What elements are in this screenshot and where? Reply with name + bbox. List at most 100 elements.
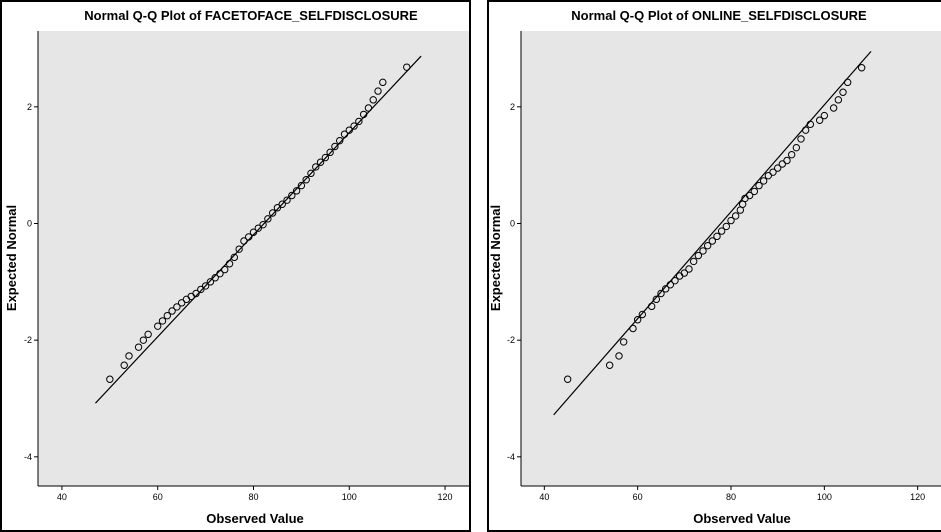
data-point: [206, 278, 215, 286]
data-point: [106, 375, 114, 383]
qq-plot-panel-online: Normal Q-Q Plot of ONLINE_SELFDISCLOSURE…: [487, 0, 941, 532]
data-point: [764, 171, 773, 180]
data-point: [283, 196, 291, 204]
x-tick-label: 120: [910, 492, 925, 502]
y-tick-label: 2: [510, 102, 515, 112]
y-tick-label: -2: [24, 335, 32, 345]
data-point: [759, 177, 768, 185]
x-tick-label: 120: [438, 492, 453, 502]
data-point: [225, 260, 234, 268]
data-point: [657, 289, 665, 298]
data-point: [216, 269, 224, 278]
data-point: [839, 88, 847, 96]
data-point: [297, 181, 306, 190]
data-point: [163, 311, 172, 320]
data-point: [379, 78, 387, 87]
data-point: [359, 110, 368, 119]
data-point: [177, 299, 186, 307]
data-point: [671, 276, 679, 285]
data-point: [801, 126, 810, 134]
data-point: [288, 191, 296, 200]
data-point: [369, 96, 377, 104]
data-point: [685, 265, 693, 273]
data-point: [699, 247, 707, 255]
data-point: [403, 63, 411, 71]
data-point: [619, 338, 628, 346]
x-tick-label: 40: [539, 492, 549, 502]
y-tick-label: 0: [27, 219, 32, 229]
data-point: [144, 330, 152, 339]
panel-divider: [471, 0, 487, 532]
data-point: [843, 78, 852, 87]
x-axis-label: Observed Value: [693, 511, 791, 526]
data-point: [254, 224, 262, 232]
data-point: [633, 316, 642, 324]
data-point: [605, 361, 614, 369]
y-tick-label: -4: [507, 452, 515, 462]
data-point: [703, 241, 712, 250]
x-tick-label: 100: [342, 492, 357, 502]
x-tick-label: 80: [726, 492, 736, 502]
x-tick-label: 40: [57, 492, 67, 502]
data-point: [312, 163, 320, 171]
data-point: [857, 64, 866, 72]
data-point: [638, 310, 647, 319]
data-point: [755, 181, 763, 190]
data-point: [787, 150, 796, 159]
data-point: [563, 375, 572, 383]
data-point: [268, 209, 277, 217]
data-point: [259, 220, 267, 229]
reference-line: [553, 51, 872, 416]
data-point: [197, 285, 205, 294]
data-point: [192, 289, 200, 298]
qq-chart-facetoface: Normal Q-Q Plot of FACETOFACE_SELFDISCLO…: [4, 8, 469, 526]
data-point: [211, 274, 219, 282]
data-point: [173, 303, 181, 311]
data-point: [661, 285, 670, 293]
data-point: [235, 245, 243, 253]
qq-plot-panel-facetoface: Normal Q-Q Plot of FACETOFACE_SELFDISCLO…: [0, 0, 471, 532]
data-point: [773, 164, 782, 172]
y-tick-label: -2: [507, 335, 515, 345]
data-point: [713, 232, 721, 241]
data-point: [264, 215, 272, 223]
data-point: [125, 352, 133, 360]
data-point: [694, 251, 703, 260]
data-point: [326, 148, 334, 157]
plot-area: [38, 31, 469, 486]
chart-title: Normal Q-Q Plot of ONLINE_SELFDISCLOSURE: [571, 8, 867, 23]
data-point: [120, 361, 128, 369]
data-point: [792, 143, 801, 152]
data-point: [302, 176, 310, 184]
data-point: [230, 253, 239, 262]
data-point: [273, 204, 282, 212]
data-point: [168, 307, 176, 315]
data-point: [783, 156, 791, 165]
data-point: [708, 237, 717, 245]
data-point: [722, 222, 731, 231]
data-point: [820, 111, 829, 120]
data-point: [750, 187, 759, 196]
data-point: [221, 265, 229, 274]
data-point: [350, 122, 358, 130]
data-point: [797, 135, 805, 143]
x-tick-label: 60: [153, 492, 163, 502]
data-point: [278, 200, 286, 208]
data-point: [240, 237, 248, 245]
data-point: [647, 302, 656, 311]
data-point: [815, 116, 824, 124]
plot-area: [521, 31, 941, 486]
data-point: [355, 117, 363, 126]
data-point: [806, 120, 815, 129]
data-point: [321, 153, 330, 162]
data-point: [340, 130, 349, 138]
y-tick-label: 0: [510, 219, 515, 229]
x-tick-label: 80: [248, 492, 258, 502]
data-point: [727, 216, 735, 225]
data-point: [331, 142, 339, 151]
data-point: [245, 233, 253, 241]
y-tick-label: 2: [27, 102, 32, 112]
data-point: [316, 158, 325, 166]
data-point: [778, 160, 787, 168]
data-point: [717, 227, 726, 235]
